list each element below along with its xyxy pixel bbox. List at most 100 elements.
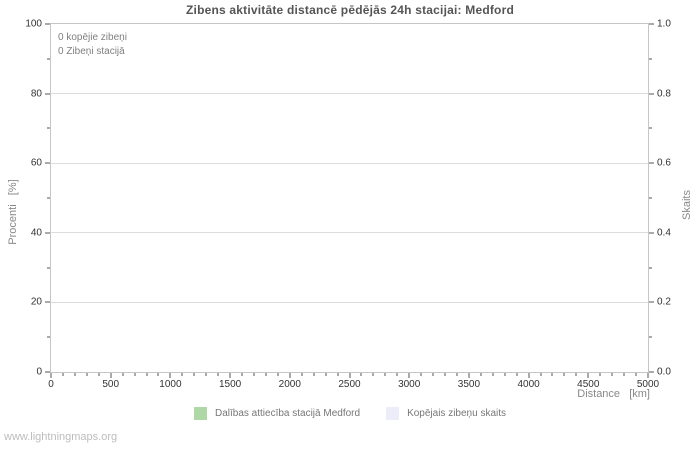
x-axis-tick [408, 373, 410, 378]
x-axis-tick-label: 0 [48, 379, 54, 390]
x-axis-minor-tick [337, 373, 339, 376]
right-axis-minor-tick [649, 336, 652, 338]
x-axis-minor-tick [62, 373, 64, 376]
x-axis-title: Distance [km] [577, 388, 650, 400]
gridline [51, 93, 648, 95]
y-axis-right-title: Skaits [681, 190, 693, 220]
x-axis-tick-label: 2000 [278, 379, 301, 390]
left-axis-tick-label: 60 [30, 157, 42, 169]
x-axis-minor-tick [193, 373, 195, 376]
right-axis-tick-label: 0.8 [657, 88, 671, 100]
x-axis-minor-tick [301, 373, 303, 376]
left-axis-tick [45, 232, 50, 234]
x-axis-tick [528, 373, 530, 378]
x-axis-tick-label: 3000 [398, 379, 421, 390]
right-axis-tick [649, 23, 654, 25]
right-axis-tick [649, 93, 654, 95]
legend-item: Dalības attiecība stacijā Medford [193, 407, 360, 420]
gridline [51, 162, 648, 164]
left-axis-tick [45, 371, 50, 373]
left-axis-minor-tick [47, 58, 50, 60]
y-axis-left-title: Procenti [%] [7, 179, 19, 245]
x-axis-minor-tick [540, 373, 542, 376]
x-axis-tick [587, 373, 589, 378]
x-axis-minor-tick [599, 373, 601, 376]
right-axis-tick-label: 0.6 [657, 157, 671, 169]
x-axis-minor-tick [241, 373, 243, 376]
x-axis-tick-label: 5000 [636, 379, 660, 390]
x-axis-minor-tick [146, 373, 148, 376]
right-axis-tick-label: 0.0 [657, 366, 671, 378]
x-axis-tick [468, 373, 470, 378]
left-axis-tick [45, 93, 50, 95]
x-axis-minor-tick [480, 373, 482, 376]
right-axis-minor-tick [649, 267, 652, 269]
x-axis-tick [289, 373, 291, 378]
x-axis-tick-label: 4500 [577, 379, 600, 390]
x-axis-tick [647, 373, 649, 378]
right-axis-tick-label: 0.4 [657, 227, 671, 239]
left-axis-tick-label: 80 [30, 88, 42, 100]
x-axis-minor-tick [516, 373, 518, 376]
gridline [51, 301, 648, 303]
x-axis-minor-tick [98, 373, 100, 376]
x-axis-minor-tick [325, 373, 327, 376]
x-axis-minor-tick [86, 373, 88, 376]
x-axis-minor-tick [253, 373, 255, 376]
right-axis-tick-label: 1.0 [657, 18, 671, 30]
x-axis-minor-tick [396, 373, 398, 376]
x-axis-minor-tick [444, 373, 446, 376]
left-axis-tick-label: 20 [30, 296, 42, 308]
left-axis-minor-tick [47, 267, 50, 269]
x-axis-minor-tick [74, 373, 76, 376]
x-axis-minor-tick [635, 373, 637, 376]
annotation-total-strikes: 0 kopējie zibeņi [58, 32, 127, 43]
x-axis-minor-tick [420, 373, 422, 376]
legend-swatch [193, 407, 207, 420]
x-axis-minor-tick [432, 373, 434, 376]
right-axis-minor-tick [649, 58, 652, 60]
right-axis-minor-tick [649, 127, 652, 129]
x-axis-minor-tick [360, 373, 362, 376]
annotation-station-strikes: 0 Zibeņi stacijā [58, 46, 125, 57]
chart-title: Zibens aktivitāte distancē pēdējās 24h s… [186, 3, 514, 17]
x-axis-tick-label: 4000 [517, 379, 540, 390]
x-axis-minor-tick [372, 373, 374, 376]
x-axis-minor-tick [504, 373, 506, 376]
x-axis-minor-tick [313, 373, 315, 376]
x-axis-tick-label: 1000 [159, 379, 182, 390]
x-axis-minor-tick [384, 373, 386, 376]
legend-item: Kopējais zibeņu skaits [386, 407, 506, 420]
x-axis-tick [110, 373, 112, 378]
right-axis-minor-tick [649, 197, 652, 199]
x-axis-minor-tick [551, 373, 553, 376]
left-axis-tick-label: 0 [36, 366, 42, 378]
right-axis-tick [649, 301, 654, 303]
x-axis-minor-tick [611, 373, 613, 376]
annotation-block: 0 kopējie zibeņi 0 Zibeņi stacijā [58, 31, 127, 59]
x-axis-minor-tick [157, 373, 159, 376]
x-axis-minor-tick [623, 373, 625, 376]
x-axis-tick-label: 2500 [338, 379, 361, 390]
x-axis-minor-tick [181, 373, 183, 376]
left-axis-tick [45, 162, 50, 164]
x-axis-minor-tick [134, 373, 136, 376]
x-axis-tick-label: 500 [102, 379, 120, 390]
right-axis-tick [649, 232, 654, 234]
right-axis-tick [649, 371, 654, 373]
x-axis-tick [229, 373, 231, 378]
x-axis-minor-tick [205, 373, 207, 376]
left-axis-minor-tick [47, 336, 50, 338]
left-axis-tick-label: 100 [25, 18, 42, 30]
gridline [51, 232, 648, 234]
x-axis-tick-label: 1500 [218, 379, 242, 390]
x-axis-minor-tick [277, 373, 279, 376]
x-axis-minor-tick [456, 373, 458, 376]
x-axis-minor-tick [217, 373, 219, 376]
left-axis-tick [45, 23, 50, 25]
left-axis-minor-tick [47, 197, 50, 199]
right-axis-tick-label: 0.2 [657, 296, 671, 308]
plot-area: 0 kopējie zibeņi 0 Zibeņi stacijā 0 20 40 6… [25, 19, 671, 391]
left-axis-minor-tick [47, 127, 50, 129]
